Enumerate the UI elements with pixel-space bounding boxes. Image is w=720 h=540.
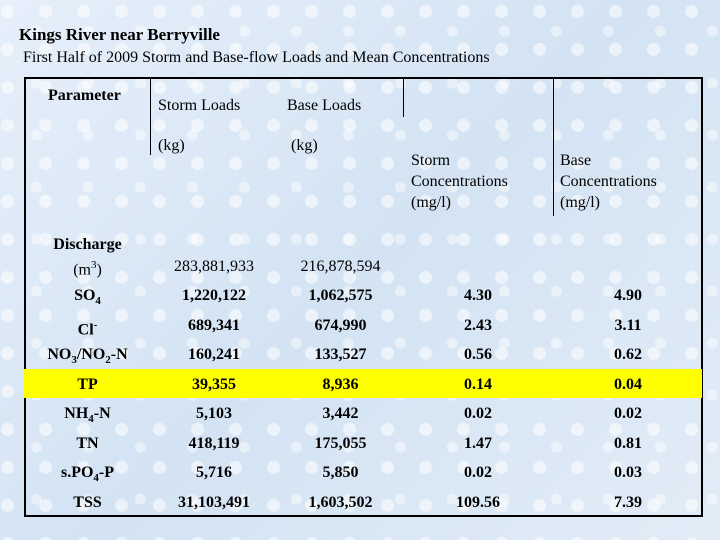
row-base-load: 1,603,502 — [308, 493, 373, 511]
parameter-tail: -P — [98, 464, 115, 481]
row-base-load: 3,442 — [322, 405, 359, 422]
row-storm-load: 689,341 — [188, 316, 240, 334]
parameter-main: TP — [77, 375, 98, 393]
tp-row-highlight — [24, 369, 702, 398]
parameter-main: s.PO — [60, 464, 94, 481]
row-base-conc: 0.02 — [614, 405, 642, 422]
row-base-conc: 0.62 — [614, 346, 642, 363]
parameter-main: NO — [47, 346, 72, 363]
parameter-sub: 4 — [88, 413, 94, 426]
row-storm-conc: 0.56 — [464, 346, 492, 363]
row-base-conc: 3.11 — [614, 316, 642, 334]
row-storm-load: 5,103 — [196, 405, 232, 422]
header-storm-conc-line3: (mg/l) — [411, 194, 451, 211]
row-parameter: s.PO4-P — [24, 458, 151, 487]
row-parameter: TN — [24, 429, 151, 458]
parameter-main: TSS — [73, 493, 102, 511]
discharge-label: Discharge (m3) — [24, 234, 151, 280]
row-parameter: SO4 — [24, 281, 151, 310]
row-parameter: Cl- — [24, 311, 151, 340]
row-storm-conc: 4.30 — [464, 287, 492, 304]
discharge-unit-main: (m — [73, 261, 91, 279]
row-parameter: TSS — [24, 488, 151, 517]
row-storm-load: 418,119 — [188, 434, 240, 452]
row-storm-load: 160,241 — [188, 346, 240, 363]
header-base-conc: Base Concentrations (mg/l) — [560, 150, 657, 213]
parameter-sub: 3 — [71, 354, 77, 367]
discharge-storm-value: 283,881,933 — [174, 258, 254, 275]
header-base-conc-line1: Base — [560, 152, 592, 169]
row-base-conc: 0.03 — [614, 464, 642, 481]
header-base-conc-line2: Concentrations — [560, 173, 657, 190]
frame-bottom-border — [24, 515, 703, 517]
row-base-load: 8,936 — [322, 375, 359, 393]
frame-left-border — [24, 77, 26, 517]
discharge-unit-tail: ) — [96, 261, 102, 279]
row-base-conc: 4.90 — [614, 287, 642, 304]
row-base-load: 133,527 — [314, 346, 367, 363]
parameter-main: TN — [76, 434, 99, 452]
row-parameter: NO3/NO2-N — [24, 340, 151, 369]
parameter-sub2: 2 — [105, 354, 111, 367]
parameter-main: NH — [64, 405, 89, 422]
page-title: Kings River near Berryville — [19, 25, 220, 44]
row-base-conc: 7.39 — [614, 493, 642, 511]
header-storm-conc-line1: Storm — [411, 152, 451, 169]
row-base-load: 5,850 — [322, 464, 359, 481]
parameter-tail: -N — [93, 405, 111, 422]
header-storm-conc: Storm Concentrations (mg/l) — [411, 150, 508, 213]
row-storm-conc: 0.02 — [464, 464, 492, 481]
parameter-sub: 4 — [93, 472, 99, 485]
row-storm-conc: 0.14 — [464, 375, 492, 393]
parameter-sub: 4 — [95, 295, 101, 308]
row-storm-load: 5,716 — [196, 464, 232, 481]
discharge-label-line1: Discharge — [53, 236, 122, 253]
row-storm-load: 1,220,122 — [182, 287, 246, 304]
row-storm-conc: 2.43 — [464, 316, 492, 334]
header-base-loads-unit: (kg) — [291, 137, 318, 154]
parameter-sub: - — [93, 318, 98, 331]
header-storm-conc-line2: Concentrations — [411, 173, 508, 190]
row-storm-conc: 0.02 — [464, 405, 492, 422]
row-parameter: NH4-N — [24, 399, 151, 428]
discharge-unit-sup: 3 — [90, 259, 97, 271]
header-storm-loads: Storm Loads — [158, 97, 241, 114]
header-parameter: Parameter — [48, 87, 121, 104]
row-storm-conc: 109.56 — [456, 493, 500, 511]
header-divider-left — [150, 79, 151, 155]
row-base-load: 674,990 — [314, 316, 367, 334]
frame-right-border — [701, 77, 703, 517]
row-parameter: TP — [24, 370, 151, 399]
parameter-tail2: -N — [110, 346, 128, 363]
row-storm-conc: 1.47 — [464, 434, 492, 452]
header-base-loads: Base Loads — [287, 97, 362, 114]
page-subtitle: First Half of 2009 Storm and Base-flow L… — [23, 49, 490, 66]
header-storm-loads-unit: (kg) — [158, 137, 185, 154]
header-base-conc-line3: (mg/l) — [560, 194, 600, 211]
parameter-main: SO — [74, 287, 96, 304]
row-base-conc: 0.04 — [614, 375, 642, 393]
header-divider-right — [553, 79, 554, 216]
parameter-main: Cl — [77, 320, 94, 338]
discharge-base-value: 216,878,594 — [300, 258, 381, 275]
parameter-tail: /NO — [76, 346, 106, 363]
header-divider-mid — [403, 79, 404, 117]
row-storm-load: 31,103,491 — [178, 493, 250, 511]
frame-top-border — [24, 77, 703, 79]
row-base-load: 1,062,575 — [308, 287, 373, 304]
row-storm-load: 39,355 — [192, 375, 236, 393]
discharge-label-line2: (m3) — [24, 255, 151, 280]
row-base-conc: 0.81 — [614, 434, 642, 452]
row-base-load: 175,055 — [314, 434, 367, 452]
